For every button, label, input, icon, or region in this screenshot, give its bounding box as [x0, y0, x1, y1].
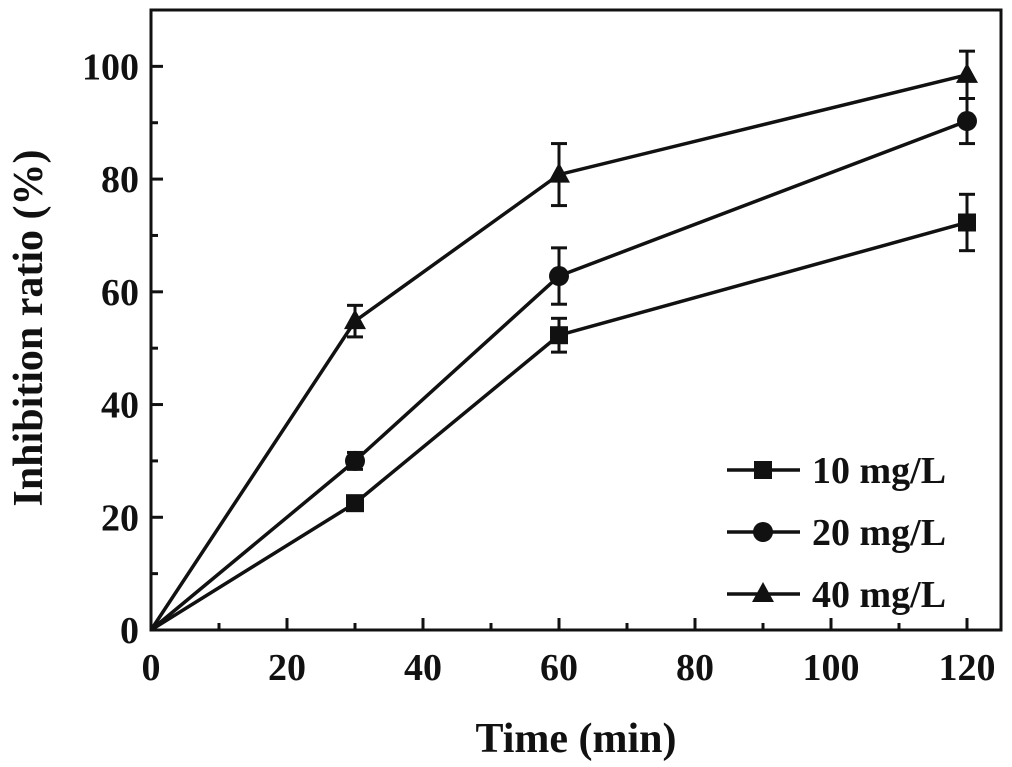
data-point — [956, 62, 978, 83]
legend-marker — [754, 461, 772, 479]
x-axis-ticks: 0 20 40 60 80 100 120 — [142, 618, 996, 689]
x-axis-label: Time (min) — [475, 716, 676, 762]
legend-item: 40 mg/L — [727, 574, 946, 616]
data-point — [344, 309, 366, 330]
y-tick-label: 60 — [101, 272, 139, 314]
x-tick-label: 0 — [142, 647, 161, 689]
x-tick-label: 60 — [540, 647, 578, 689]
x-tick-label: 120 — [939, 647, 996, 689]
y-tick-label: 0 — [120, 610, 139, 652]
x-tick-label: 40 — [404, 647, 442, 689]
legend-label: 20 mg/L — [812, 512, 946, 554]
series-line — [149, 119, 968, 632]
data-point — [548, 162, 570, 183]
x-tick-label: 100 — [803, 647, 860, 689]
legend-marker — [753, 522, 773, 542]
series-circle — [149, 96, 977, 632]
data-point — [345, 450, 365, 471]
x-tick-label: 20 — [268, 647, 306, 689]
series-layer — [149, 49, 978, 632]
data-point — [957, 111, 977, 132]
y-tick-label: 40 — [101, 385, 139, 427]
plot-border — [149, 8, 1003, 632]
legend-marker — [752, 582, 774, 602]
legend-item: 20 mg/L — [727, 512, 946, 554]
y-tick-label: 100 — [82, 46, 139, 88]
data-point — [958, 213, 976, 232]
legend: 10 mg/L 20 mg/L 40 mg/L — [727, 450, 946, 616]
x-tick-label: 80 — [676, 647, 714, 689]
series-square — [150, 192, 976, 632]
y-tick-label: 20 — [101, 497, 139, 539]
data-point — [549, 266, 569, 287]
legend-label: 40 mg/L — [812, 574, 946, 616]
y-tick-label: 80 — [101, 159, 139, 201]
data-point — [346, 494, 364, 513]
series-line — [150, 220, 968, 632]
data-point — [550, 326, 568, 345]
legend-label: 10 mg/L — [812, 450, 946, 492]
legend-item: 10 mg/L — [727, 450, 946, 492]
y-axis-label: Inhibition ratio (%) — [6, 149, 52, 506]
plot-frame — [149, 8, 1003, 632]
y-axis-ticks: 0 20 40 60 80 100 — [82, 46, 163, 652]
series-line — [149, 73, 968, 631]
series-triangle — [149, 49, 978, 631]
